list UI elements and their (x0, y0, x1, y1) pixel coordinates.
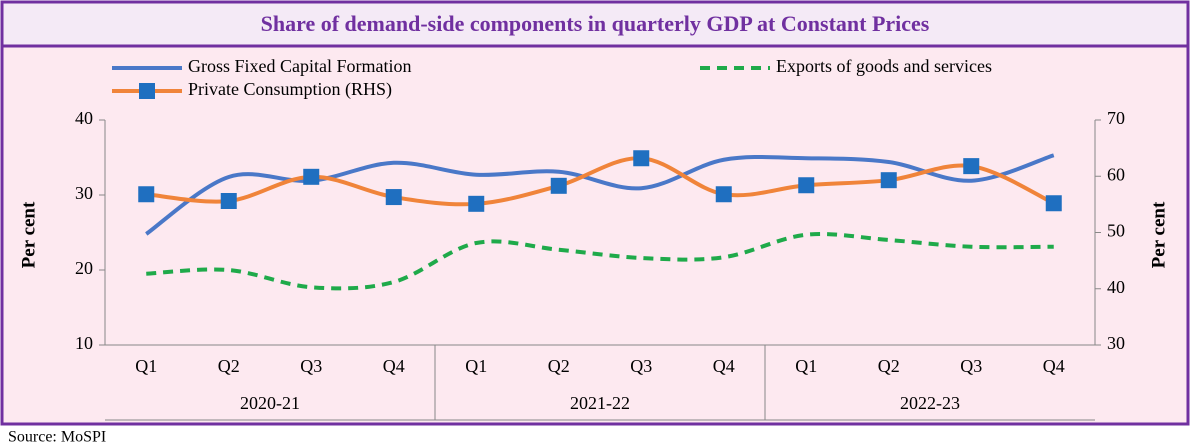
y2-tick-label: 40 (1107, 277, 1125, 297)
series-line (146, 156, 1055, 207)
legend-label: Exports of goods and services (776, 56, 992, 76)
series-marker (963, 158, 980, 175)
y-tick-label: 20 (75, 258, 93, 278)
chart-frame (0, 0, 1190, 426)
x-tick-label: Q4 (713, 356, 735, 376)
group-label: 2022-23 (900, 393, 960, 413)
x-tick-label: Q1 (795, 356, 817, 376)
legend-marker (139, 83, 155, 99)
series-marker (880, 172, 897, 189)
y-tick-label: 10 (75, 333, 93, 353)
chart-title: Share of demand-side components in quart… (261, 11, 930, 36)
x-tick-label: Q1 (135, 356, 157, 376)
series-line (146, 232, 1054, 291)
y-tick-label: 40 (75, 108, 93, 128)
y-tick-label: 30 (75, 183, 93, 203)
series-marker (550, 177, 567, 194)
y2-tick-label: 70 (1107, 108, 1125, 128)
series-marker (468, 195, 485, 212)
x-tick-label: Q2 (548, 356, 570, 376)
legend-label: Gross Fixed Capital Formation (188, 56, 412, 76)
y2-axis-title: Per cent (1148, 201, 1169, 268)
series-marker (633, 150, 650, 167)
series-marker (220, 193, 237, 209)
x-tick-label: Q4 (1043, 356, 1065, 376)
x-tick-label: Q3 (960, 356, 982, 376)
source: Source: MoSPI (8, 429, 106, 446)
series-marker (798, 177, 815, 194)
x-tick-label: Q4 (383, 356, 405, 376)
x-tick-label: Q3 (300, 356, 322, 376)
x-tick-label: Q3 (630, 356, 652, 376)
series-marker (138, 186, 155, 203)
group-label: 2021-22 (570, 393, 630, 413)
y-axis-title: Per cent (18, 201, 39, 268)
x-tick-label: Q1 (465, 356, 487, 376)
series-marker (385, 189, 402, 206)
legend-label: Private Consumption (RHS) (188, 79, 392, 100)
x-tick-label: Q2 (878, 356, 900, 376)
y2-tick-label: 30 (1107, 333, 1125, 353)
y2-tick-label: 50 (1107, 221, 1125, 241)
group-label: 2020-21 (240, 393, 300, 413)
y2-tick-label: 60 (1107, 164, 1125, 184)
series-marker (715, 186, 732, 203)
x-tick-label: Q2 (218, 356, 240, 376)
series-marker (303, 168, 320, 185)
title-bar (0, 0, 1190, 48)
series-marker (1045, 195, 1062, 212)
